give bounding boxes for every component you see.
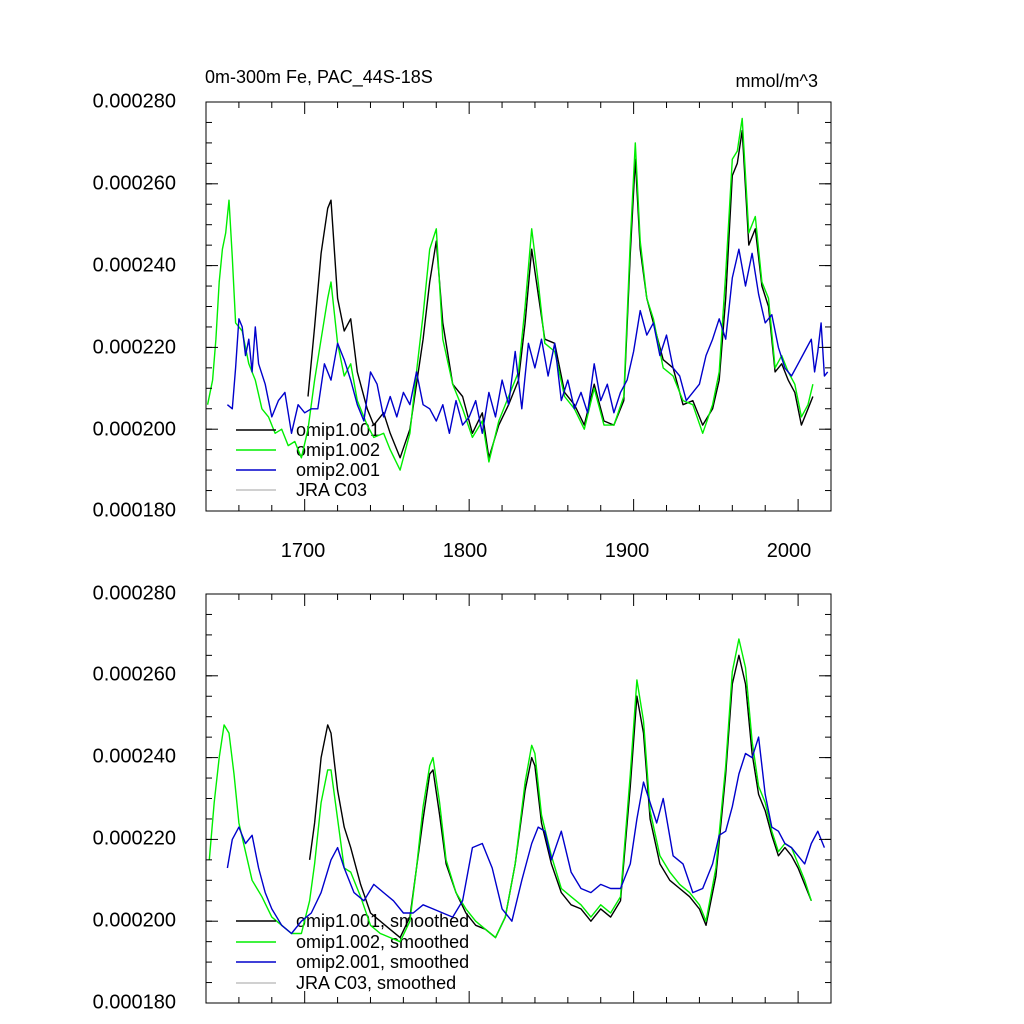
top-legend-label: omip2.001 — [296, 460, 380, 480]
bottom-panel: 0.000180 0.000200 0.000220 0.000240 0.00… — [93, 582, 832, 1013]
top-x-tick-label: 2000 — [767, 540, 812, 562]
top-panel: 0m-300m Fe, PAC_44S-18S mmol/m^3 0.00018… — [93, 67, 832, 562]
bottom-y-axis: 0.000180 0.000200 0.000220 0.000240 0.00… — [93, 582, 176, 1013]
top-chart-units: mmol/m^3 — [736, 71, 818, 91]
bottom-legend-label: omip1.002, smoothed — [296, 932, 469, 952]
bottom-y-tick-label: 0.000180 — [93, 991, 176, 1013]
top-legend-label: omip1.002 — [296, 440, 380, 460]
bottom-y-tick-label: 0.000260 — [93, 663, 176, 685]
top-series-line-3 — [226, 248, 829, 434]
bottom-series-group — [208, 638, 826, 943]
top-y-tick-label: 0.000180 — [93, 499, 176, 521]
top-chart-title: 0m-300m Fe, PAC_44S-18S — [205, 67, 433, 88]
top-y-tick-label: 0.000280 — [93, 90, 176, 112]
bottom-legend-label: omip1.001, smoothed — [296, 911, 469, 931]
bottom-legend-label: omip2.001, smoothed — [296, 952, 469, 972]
top-legend-label: omip1.001 — [296, 420, 380, 440]
top-legend: omip1.001 omip1.002 omip2.001 JRA C03 — [296, 420, 380, 500]
top-legend-label: JRA C03 — [296, 480, 367, 500]
top-y-tick-label: 0.000240 — [93, 254, 176, 276]
top-y-axis: 0.000180 0.000200 0.000220 0.000240 0.00… — [93, 90, 176, 521]
top-x-axis: 1700 1800 1900 2000 — [281, 540, 812, 562]
top-y-tick-label: 0.000220 — [93, 336, 176, 358]
bottom-legend-label: JRA C03, smoothed — [296, 973, 456, 993]
bottom-y-tick-label: 0.000280 — [93, 582, 176, 604]
bottom-legend: omip1.001, smoothed omip1.002, smoothed … — [296, 911, 469, 993]
top-y-tick-label: 0.000200 — [93, 418, 176, 440]
bottom-y-tick-label: 0.000220 — [93, 827, 176, 849]
top-series-line-2 — [206, 117, 814, 471]
top-x-tick-label: 1700 — [281, 540, 326, 562]
bottom-y-tick-label: 0.000200 — [93, 909, 176, 931]
bottom-series-line-3 — [226, 736, 826, 935]
top-y-tick-label: 0.000260 — [93, 172, 176, 194]
top-x-tick-label: 1800 — [443, 540, 488, 562]
top-x-tick-label: 1900 — [605, 540, 650, 562]
top-series-group — [206, 117, 829, 471]
bottom-series-line-1 — [308, 654, 812, 939]
bottom-y-tick-label: 0.000240 — [93, 745, 176, 767]
bottom-series-line-2 — [208, 638, 812, 943]
